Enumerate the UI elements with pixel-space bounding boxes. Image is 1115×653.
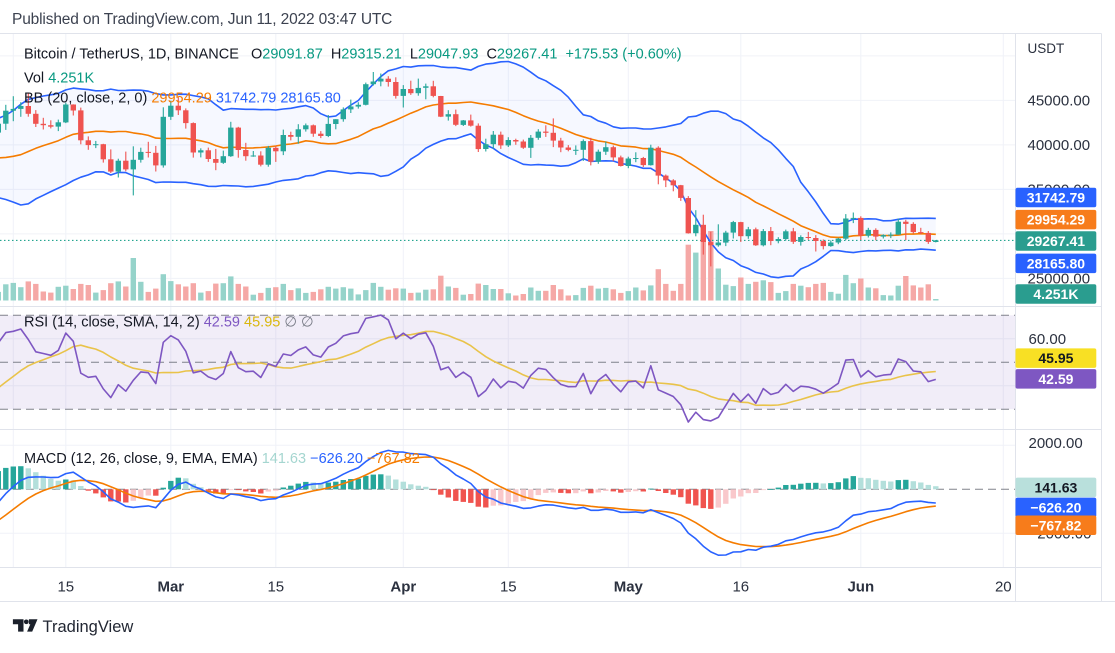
svg-text:42.59: 42.59 bbox=[1038, 371, 1073, 387]
svg-text:15: 15 bbox=[57, 579, 74, 596]
svg-text:20: 20 bbox=[995, 579, 1012, 596]
svg-text:BB (20, close, 2, 0) 29954.29: BB (20, close, 2, 0) 29954.29 31742.79 2… bbox=[24, 91, 341, 107]
svg-text:Bitcoin / TetherUS, 1D, BINANC: Bitcoin / TetherUS, 1D, BINANCE O29091.8… bbox=[24, 47, 682, 63]
svg-text:Vol 4.251K: Vol 4.251K bbox=[24, 71, 94, 87]
svg-text:45.95: 45.95 bbox=[1038, 350, 1073, 366]
svg-text:Apr: Apr bbox=[390, 579, 416, 596]
svg-text:45000.00: 45000.00 bbox=[1028, 93, 1091, 110]
svg-text:29954.29: 29954.29 bbox=[1027, 212, 1086, 228]
svg-text:MACD (12, 26, close, 9, EMA, E: MACD (12, 26, close, 9, EMA, EMA) 141.63… bbox=[24, 451, 420, 467]
svg-text:RSI (14, close, SMA, 14, 2) 42: RSI (14, close, SMA, 14, 2) 42.59 45.95 … bbox=[24, 315, 314, 331]
svg-text:−767.82: −767.82 bbox=[1030, 517, 1081, 533]
svg-text:15: 15 bbox=[267, 579, 284, 596]
svg-text:−626.20: −626.20 bbox=[1030, 499, 1081, 515]
svg-text:Jun: Jun bbox=[847, 579, 874, 596]
svg-text:60.00: 60.00 bbox=[1029, 331, 1067, 348]
svg-text:Published on TradingView.com,: Published on TradingView.com, Jun 11, 20… bbox=[12, 11, 392, 28]
svg-text:141.63: 141.63 bbox=[1034, 479, 1077, 495]
svg-text:TradingView: TradingView bbox=[43, 618, 134, 636]
svg-text:40000.00: 40000.00 bbox=[1028, 137, 1091, 154]
svg-text:29267.41: 29267.41 bbox=[1027, 233, 1086, 249]
svg-text:4.251K: 4.251K bbox=[1033, 286, 1078, 302]
svg-text:May: May bbox=[614, 579, 644, 596]
svg-text:16: 16 bbox=[732, 579, 749, 596]
svg-text:31742.79: 31742.79 bbox=[1027, 190, 1086, 206]
svg-text:15: 15 bbox=[500, 579, 517, 596]
svg-text:28165.80: 28165.80 bbox=[1027, 255, 1086, 271]
svg-text:25000.00: 25000.00 bbox=[1028, 271, 1091, 288]
svg-text:Mar: Mar bbox=[157, 579, 184, 596]
svg-text:2000.00: 2000.00 bbox=[1029, 435, 1083, 452]
svg-text:USDT: USDT bbox=[1028, 41, 1065, 56]
